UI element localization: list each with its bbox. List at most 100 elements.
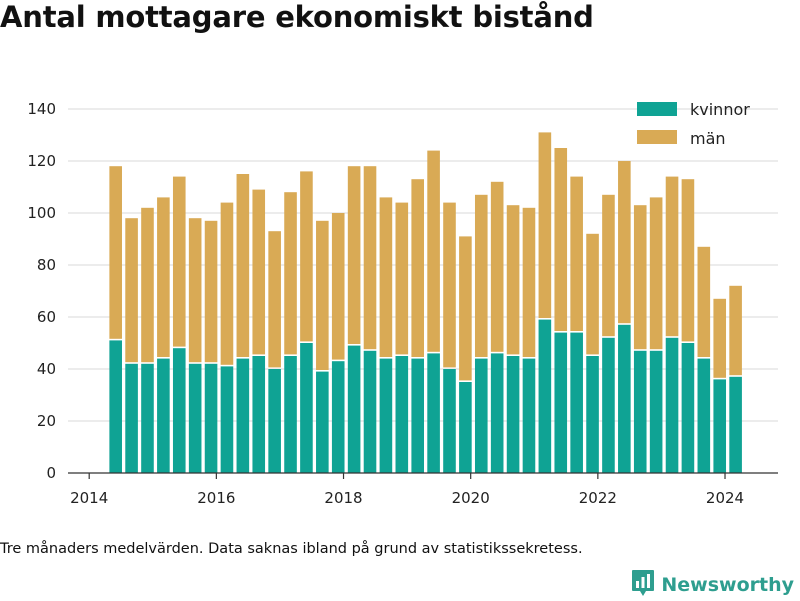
bar-kvinnor: [172, 348, 186, 473]
bar-kvinnor: [474, 358, 488, 473]
bar-kvinnor: [459, 382, 472, 473]
bar-kvinnor: [300, 343, 313, 473]
bar-man: [443, 202, 456, 368]
bar-kvinnor: [697, 358, 711, 473]
bar-man: [522, 207, 536, 357]
bar-man: [427, 150, 440, 352]
bar-man: [570, 176, 583, 331]
bar-kvinnor: [427, 353, 440, 473]
bar-man: [713, 298, 727, 378]
bar-kvinnor: [538, 319, 552, 473]
y-tick-label: 20: [37, 412, 56, 430]
x-tick-label: 2016: [197, 489, 235, 507]
bar-kvinnor: [395, 356, 409, 473]
bar-man: [459, 236, 472, 381]
bar-man: [157, 197, 170, 357]
bar-man: [490, 181, 504, 352]
bar-man: [109, 166, 122, 339]
bar-man: [331, 213, 345, 360]
x-tick-label: 2022: [579, 489, 617, 507]
bar-kvinnor: [570, 332, 583, 473]
bar-man: [379, 197, 393, 357]
bar-kvinnor: [284, 356, 297, 473]
legend-swatch-man: [637, 130, 677, 144]
footnote: Tre månaders medelvärden. Data saknas ib…: [0, 541, 583, 557]
bar-man: [300, 171, 313, 342]
bar-man: [188, 218, 202, 363]
bar-kvinnor: [316, 371, 329, 473]
bar-man: [363, 166, 377, 350]
bar-man: [316, 220, 329, 370]
bar-kvinnor: [125, 363, 138, 473]
y-tick-label: 0: [46, 464, 56, 482]
bar-kvinnor: [379, 358, 393, 473]
bar-man: [172, 176, 186, 347]
bar-kvinnor: [665, 337, 679, 473]
y-tick-label: 100: [27, 204, 56, 222]
legend-swatch-kvinnor: [637, 102, 677, 116]
bar-man: [220, 202, 234, 365]
chart-title: Antal mottagare ekonomiskt bistånd: [0, 0, 594, 34]
bar-man: [204, 220, 218, 363]
bar-kvinnor: [268, 369, 281, 473]
bar-kvinnor: [109, 340, 122, 473]
legend: kvinnor män: [637, 100, 750, 148]
bar-kvinnor: [252, 356, 266, 473]
bars: [109, 132, 742, 473]
bar-man: [141, 207, 154, 363]
bar-kvinnor: [411, 358, 425, 473]
bar-man: [586, 233, 599, 355]
bar-kvinnor: [490, 353, 504, 473]
bar-man: [411, 179, 425, 357]
bar-man: [347, 166, 361, 344]
bar-man: [506, 205, 520, 355]
bar-man: [681, 179, 695, 342]
bar-man: [252, 189, 266, 355]
bar-kvinnor: [347, 345, 361, 473]
bar-kvinnor: [681, 343, 695, 473]
bar-kvinnor: [363, 350, 377, 473]
bar-man: [125, 218, 138, 363]
bar-man: [538, 132, 552, 318]
bar-man: [649, 197, 663, 350]
bar-chart-logo-icon: [631, 569, 655, 601]
brand-name: Newsworthy: [661, 574, 794, 596]
bar-kvinnor: [602, 337, 615, 473]
bar-kvinnor: [522, 358, 536, 473]
y-tick-label: 120: [27, 152, 56, 170]
bar-man: [284, 192, 297, 355]
bar-kvinnor: [141, 363, 154, 473]
brand-logo[interactable]: Newsworthy: [631, 570, 794, 600]
y-tick-label: 140: [27, 100, 56, 118]
x-tick-label: 2024: [706, 489, 744, 507]
bar-kvinnor: [331, 361, 345, 473]
x-tick-label: 2020: [452, 489, 490, 507]
bar-man: [395, 202, 409, 355]
bar-man: [618, 161, 631, 324]
y-axis-tick-labels: 0 20 40 60 80 100 120 140: [27, 100, 56, 482]
bar-kvinnor: [220, 366, 234, 473]
bar-man: [602, 194, 615, 337]
legend-label-man: män: [690, 129, 726, 148]
bar-man: [665, 176, 679, 337]
bar-kvinnor: [586, 356, 599, 473]
y-tick-label: 60: [37, 308, 56, 326]
bar-man: [236, 174, 250, 357]
bar-kvinnor: [188, 363, 202, 473]
bar-kvinnor: [633, 350, 647, 473]
bar-man: [268, 231, 281, 368]
bar-kvinnor: [554, 332, 568, 473]
bar-man: [729, 285, 742, 376]
bar-kvinnor: [729, 376, 742, 473]
x-tick-label: 2014: [70, 489, 108, 507]
x-tick-label: 2018: [324, 489, 362, 507]
bar-kvinnor: [157, 358, 170, 473]
bar-man: [554, 148, 568, 331]
bar-kvinnor: [443, 369, 456, 473]
bar-kvinnor: [204, 363, 218, 473]
bar-man: [633, 205, 647, 350]
bar-kvinnor: [713, 379, 727, 473]
y-tick-label: 40: [37, 360, 56, 378]
bar-man: [474, 194, 488, 357]
